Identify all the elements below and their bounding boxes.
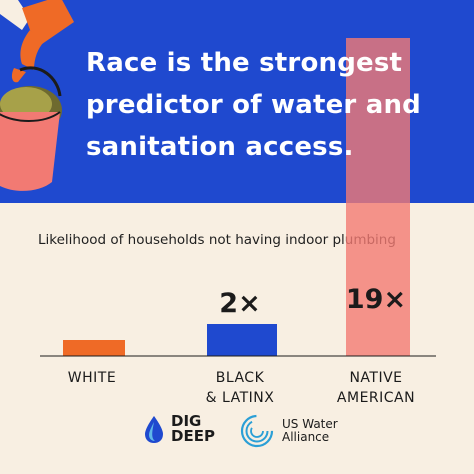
logo-footer: DIG DEEP US Water Alliance bbox=[0, 410, 474, 460]
headline-line-3: sanitation access. bbox=[86, 132, 354, 162]
bar-native-american bbox=[346, 38, 410, 356]
headline-line-2: predictor of water and bbox=[86, 90, 421, 120]
category-label-black-latinx-line-1: BLACK bbox=[216, 370, 265, 386]
water-drop-icon bbox=[145, 416, 163, 443]
data-label-black-latinx: 2× bbox=[219, 288, 260, 319]
us-water-line-1: US Water bbox=[282, 417, 338, 431]
bar-black-latinx bbox=[207, 324, 277, 356]
water-swirl-icon bbox=[240, 414, 274, 448]
bar-white bbox=[63, 340, 125, 356]
chart-title: Likelihood of households not having indo… bbox=[38, 232, 396, 248]
dig-deep-logo: DIG DEEP bbox=[143, 414, 215, 444]
headline-line-1: Race is the strongest bbox=[86, 48, 403, 78]
data-label-native-american: 19× bbox=[346, 284, 406, 315]
dig-deep-line-2: DEEP bbox=[171, 427, 215, 445]
category-label-white: WHITE bbox=[68, 370, 116, 386]
category-label-black-latinx-line-2: & LATINX bbox=[206, 390, 275, 406]
category-label-native-american-line-2: AMERICAN bbox=[337, 390, 415, 406]
us-water-alliance-logo: US Water Alliance bbox=[240, 414, 338, 448]
category-label-native-american-line-1: NATIVE bbox=[349, 370, 402, 386]
us-water-line-2: Alliance bbox=[282, 430, 330, 444]
dig-deep-line-1: DIG bbox=[171, 412, 202, 430]
headline: Race is the strongest predictor of water… bbox=[86, 42, 466, 168]
